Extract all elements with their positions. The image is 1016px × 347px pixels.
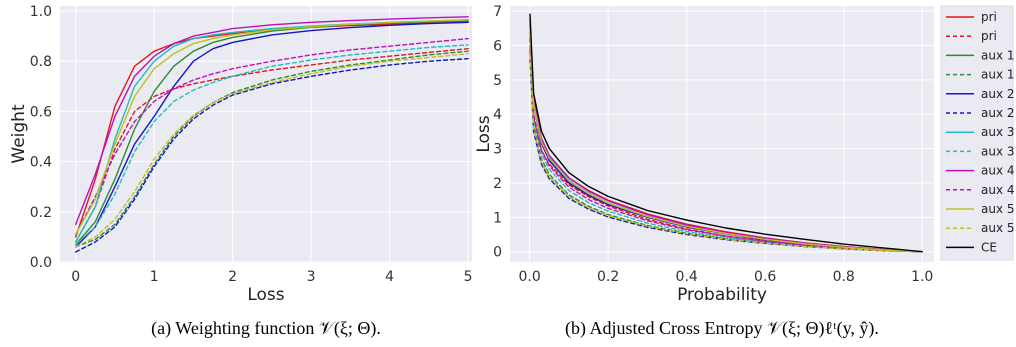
- series-line-ce: [529, 13, 923, 253]
- x-tick-label: 2: [228, 269, 237, 285]
- y-tick-label: 0.8: [30, 54, 52, 70]
- y-tick-label: 7: [493, 4, 502, 20]
- y-tick-label: 0.6: [30, 104, 52, 120]
- plot-area-b: [510, 6, 934, 262]
- x-tick-label: 0.4: [676, 269, 698, 285]
- series-line-aux-4-dashed: [529, 37, 923, 253]
- legend-label: aux 5: [981, 221, 1015, 235]
- legend-label: aux 3: [981, 125, 1015, 139]
- y-tick-label: 2: [493, 176, 502, 192]
- x-tick-label: 0: [71, 269, 80, 285]
- y-tick-label: 0.4: [30, 155, 52, 171]
- plot-area-a: [60, 6, 472, 262]
- chart-a: 0 1 2 3 4 5 0.0 0.2 0.4 0.6 0.8 1.0 Loss Weight (a)…: [9, 4, 473, 339]
- legend-label: aux 2: [981, 87, 1015, 101]
- caption-a: (a) Weighting function 𝒱(ξ; Θ).: [151, 318, 381, 339]
- x-tick-label: 4: [385, 269, 394, 285]
- legend-label: CE: [981, 240, 997, 254]
- legend-label: aux 1: [981, 68, 1015, 82]
- legend-label: pri: [981, 10, 997, 24]
- y-tick-label: 6: [493, 39, 502, 55]
- y-tick-label: 0.0: [30, 255, 52, 271]
- y-tick-label: 3: [493, 142, 502, 158]
- legend-label: aux 4: [981, 164, 1015, 178]
- series-line-pri: [75, 21, 469, 238]
- x-tick-label: 0.8: [833, 269, 855, 285]
- y-tick-label: 0.2: [30, 205, 52, 221]
- series-line-aux-5-dashed: [75, 53, 469, 248]
- series-line-aux-2-dashed: [75, 58, 469, 253]
- y-tick-label: 0: [493, 245, 502, 261]
- legend-label: aux 2: [981, 106, 1015, 120]
- series-line-aux-2: [75, 21, 469, 248]
- caption-b: (b) Adjusted Cross Entropy 𝒱(ξ; Θ)ℓᵗ(y, …: [565, 318, 879, 339]
- legend-label: aux 1: [981, 48, 1015, 62]
- y-tick-label: 4: [493, 107, 502, 123]
- x-tick-label: 0.0: [518, 269, 540, 285]
- x-tick-label: 0.6: [754, 269, 776, 285]
- series-line-pri-dashed: [529, 48, 923, 253]
- series-line-aux-3-dashed: [529, 44, 923, 253]
- series-line-aux-5: [75, 19, 469, 236]
- y-tick-label: 1: [493, 210, 502, 226]
- legend: pri pri aux 1 aux 1 aux 2 aux 2 aux 3 aux 3 aux …: [940, 5, 1015, 261]
- series-line-aux-5-dashed: [529, 55, 923, 253]
- legend-box: [940, 5, 1014, 261]
- y-tick-label: 5: [493, 73, 502, 89]
- legend-label: aux 4: [981, 183, 1015, 197]
- x-tick-label: 1: [150, 269, 159, 285]
- x-axis-label-b: Probability: [677, 285, 767, 305]
- y-axis-label-b: Loss: [474, 115, 494, 152]
- legend-label: aux 5: [981, 202, 1015, 216]
- series-line-aux-2-dashed: [529, 58, 923, 253]
- legend-label: pri: [981, 29, 997, 43]
- y-tick-label: 1.0: [30, 4, 52, 20]
- x-tick-label: 1.0: [911, 269, 933, 285]
- series-line-aux-5: [529, 25, 923, 253]
- x-tick-label: 0.2: [597, 269, 619, 285]
- legend-label: aux 3: [981, 144, 1015, 158]
- series-line-aux-4-dashed: [75, 37, 469, 236]
- series-line-pri-dashed: [75, 48, 469, 243]
- y-axis-label-a: Weight: [9, 104, 29, 164]
- x-axis-label-a: Loss: [247, 285, 284, 305]
- series-line-aux-4: [75, 16, 469, 226]
- x-tick-label: 5: [464, 269, 473, 285]
- series-line-aux-3-dashed: [75, 44, 469, 246]
- x-tick-label: 3: [307, 269, 316, 285]
- chart-b: 0.0 0.2 0.4 0.6 0.8 1.0 0 1 2 3 4 5 6 7 Probability L…: [474, 4, 1015, 339]
